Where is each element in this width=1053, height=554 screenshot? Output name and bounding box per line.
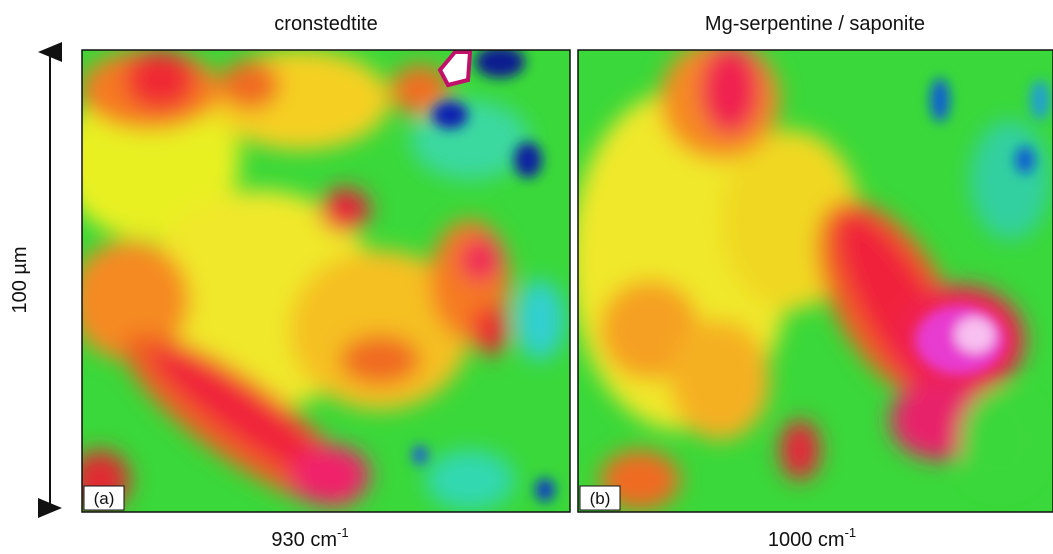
wavenumber-label: 1000 cm-1 <box>768 525 856 551</box>
wavenumber: 930 cm <box>271 529 337 551</box>
wavenumber: 1000 cm <box>768 529 845 551</box>
label-box <box>83 485 125 511</box>
exponent: -1 <box>337 525 349 540</box>
panel-frame <box>577 49 1053 513</box>
panel-title: cronstedtite <box>274 13 377 35</box>
wavenumber-label: 930 cm-1 <box>271 525 348 551</box>
label-box <box>579 485 621 511</box>
scale-label: 100 µm <box>9 246 31 313</box>
panel-label: (a) <box>94 489 115 508</box>
exponent: -1 <box>845 525 857 540</box>
panel-frame <box>81 49 571 513</box>
panel-title: Mg-serpentine / saponite <box>705 13 925 35</box>
heatmap-a <box>82 50 570 512</box>
panel-label: (b) <box>590 489 611 508</box>
heatmap-b <box>578 50 1053 512</box>
